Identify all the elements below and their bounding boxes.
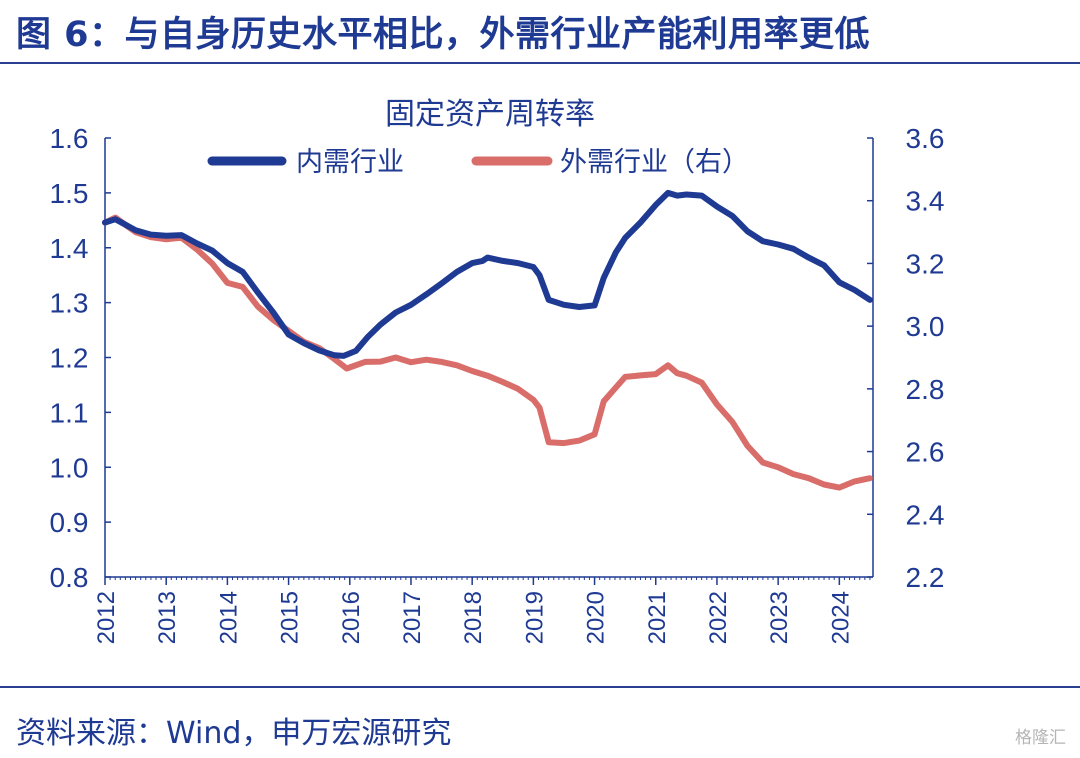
series-line-external xyxy=(102,214,873,491)
y-tick-right-label: 2.6 xyxy=(906,437,945,468)
x-tick-label: 2014 xyxy=(215,591,242,644)
legend: 内需行业 外需行业（右） xyxy=(207,147,749,178)
chart-title: 固定资产周转率 xyxy=(385,97,595,132)
y-tick-left-label: 1.2 xyxy=(50,343,89,374)
x-tick-label: 2022 xyxy=(705,591,732,644)
x-tick-label: 2018 xyxy=(460,591,487,644)
legend-label-external: 外需行业（右） xyxy=(560,147,749,178)
y-tick-left-label: 1.6 xyxy=(50,123,89,154)
y-tick-left-label: 1.4 xyxy=(50,233,89,264)
y-tick-right-label: 3.6 xyxy=(906,123,945,154)
y-tick-right-label: 3.2 xyxy=(906,248,945,279)
y-tick-right-label: 3.0 xyxy=(906,311,945,342)
series-line-domestic xyxy=(102,189,873,359)
x-tick-label: 2013 xyxy=(154,591,181,644)
y-tick-left-label: 0.8 xyxy=(50,562,89,593)
y-tick-left-label: 1.3 xyxy=(50,288,89,319)
y-tick-right-label: 2.8 xyxy=(906,374,945,405)
x-tick-label: 2016 xyxy=(338,591,365,644)
y-tick-left-label: 1.0 xyxy=(50,452,89,483)
x-tick-label: 2020 xyxy=(583,591,610,644)
watermark: 格隆汇 xyxy=(1015,728,1066,748)
bottom-divider xyxy=(0,686,1080,688)
x-tick-label: 2021 xyxy=(644,591,671,644)
x-tick-label: 2024 xyxy=(827,591,854,644)
x-tick-label: 2019 xyxy=(521,591,548,644)
x-tick-label: 2012 xyxy=(93,591,120,644)
legend-label-domestic: 内需行业 xyxy=(296,147,404,178)
series-lines xyxy=(102,189,873,491)
top-divider xyxy=(0,62,1080,64)
y-tick-left-label: 0.9 xyxy=(50,507,89,538)
y-tick-right-label: 2.2 xyxy=(906,562,945,593)
axes: 0.8 0.9 1.0 1.1 1.2 1.3 1.4 1.5 1.6 2.2 2.4 2.6 2.8 3… xyxy=(50,123,945,644)
y-tick-left-label: 1.1 xyxy=(50,397,89,428)
y-tick-left-label: 1.5 xyxy=(50,178,89,209)
x-tick-label: 2023 xyxy=(766,591,793,644)
figure-title: 图 6：与自身历史水平相比，外需行业产能利用率更低 xyxy=(16,15,871,55)
y-tick-right-label: 3.4 xyxy=(906,186,945,217)
y-tick-right-label: 2.4 xyxy=(906,499,945,530)
x-tick-label: 2015 xyxy=(277,591,304,644)
x-tick-label: 2017 xyxy=(399,591,426,644)
source-note: 资料来源：Wind，申万宏源研究 xyxy=(16,716,452,751)
